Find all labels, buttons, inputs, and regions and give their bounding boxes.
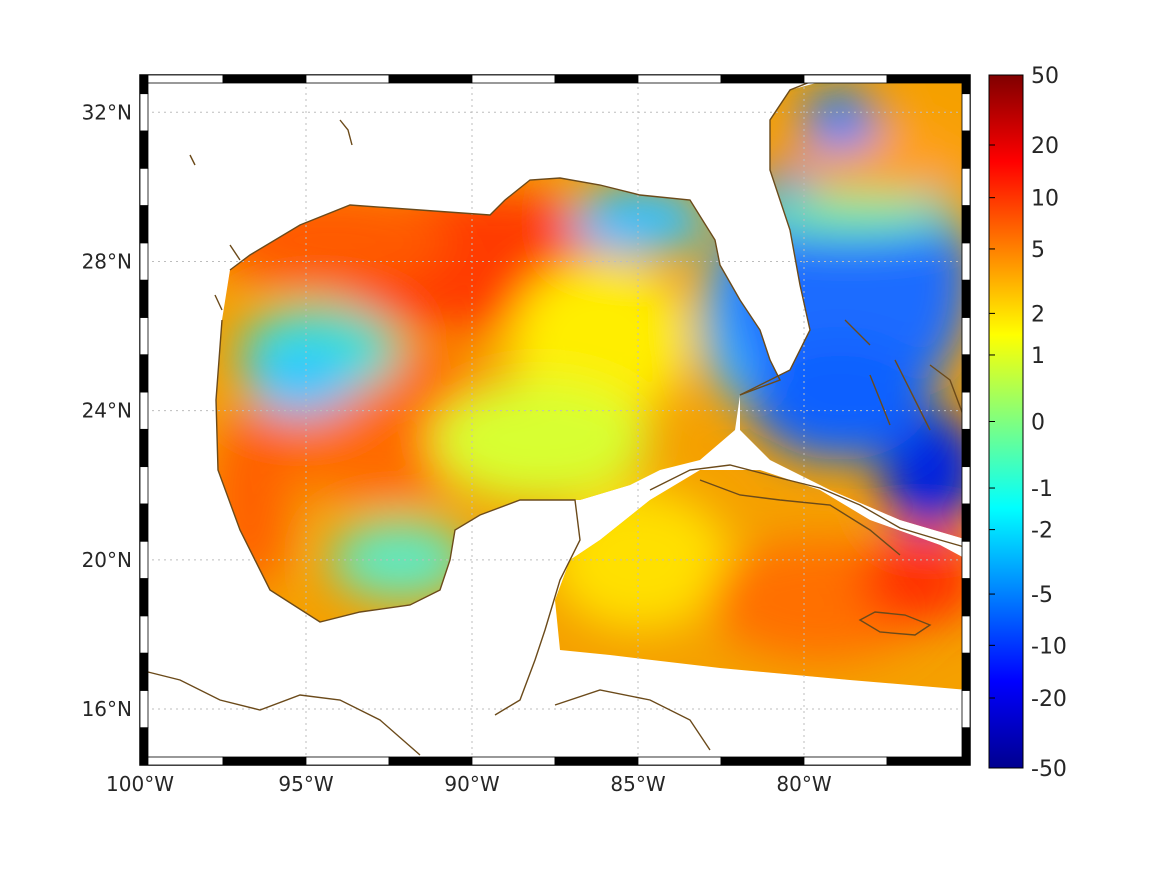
- y-tick-label: 32°N: [82, 100, 132, 124]
- frame-bar-right: [961, 690, 971, 729]
- frame-bar-bottom: [388, 756, 473, 766]
- y-tick-labels: 32°N 28°N 24°N 20°N 16°N: [82, 100, 132, 721]
- frame-bar-left: [139, 690, 149, 729]
- colorbar-label: -20: [1031, 687, 1067, 712]
- frame-bar-top: [471, 74, 556, 84]
- frame-bar-right: [961, 130, 971, 169]
- x-tick-label: 100°W: [106, 772, 174, 796]
- frame-bar-right: [961, 615, 971, 654]
- frame-bar-bottom: [886, 756, 971, 766]
- frame-bar-bottom: [139, 756, 224, 766]
- y-tick-label: 28°N: [82, 249, 132, 273]
- frame-bar-left: [139, 279, 149, 318]
- frame-bar-bottom: [803, 756, 888, 766]
- frame-bar-right: [961, 540, 971, 579]
- colorbar-label: -5: [1031, 583, 1053, 608]
- frame-bar-right: [961, 503, 971, 542]
- frame-bar-top: [554, 74, 639, 84]
- colorbar-label: 20: [1031, 134, 1059, 159]
- frame-bar-top: [388, 74, 473, 84]
- frame-bar-bottom: [471, 756, 556, 766]
- frame-bar-left: [139, 503, 149, 542]
- frame-bar-right: [961, 242, 971, 281]
- frame-bar-right: [961, 167, 971, 206]
- frame-bar-bottom: [554, 756, 639, 766]
- frame-bar-left: [139, 391, 149, 430]
- frame-bar-top: [803, 74, 888, 84]
- colorbar-label: 1: [1031, 344, 1045, 369]
- colorbar-label: 10: [1031, 187, 1059, 212]
- colorbar-label: 0: [1031, 411, 1045, 436]
- x-tick-labels: 100°W 95°W 90°W 85°W 80°W: [106, 772, 832, 796]
- colorbar-label: -2: [1031, 519, 1053, 544]
- colorbar-label: 5: [1031, 238, 1045, 263]
- colorbar-label: -1: [1031, 477, 1053, 502]
- frame-bar-top: [222, 74, 307, 84]
- frame-bar-right: [961, 74, 971, 95]
- frame-bar-bottom: [637, 756, 722, 766]
- frame-bar-right: [961, 354, 971, 393]
- y-tick-label: 24°N: [82, 399, 132, 423]
- frame-border-ticks: [139, 74, 971, 766]
- frame-bar-right: [961, 578, 971, 617]
- frame-bar-top: [305, 74, 390, 84]
- frame-bar-right: [961, 652, 971, 691]
- frame-bar-right: [961, 727, 971, 766]
- colorbar-label: -10: [1031, 634, 1067, 659]
- frame-bar-right: [961, 93, 971, 132]
- frame-bar-left: [139, 242, 149, 281]
- y-tick-label: 20°N: [82, 548, 132, 572]
- frame-bar-top: [886, 74, 971, 84]
- frame-bar-left: [139, 466, 149, 505]
- frame-bar-top: [637, 74, 722, 84]
- frame-bar-right: [961, 205, 971, 244]
- frame-bar-left: [139, 130, 149, 169]
- frame-bar-left: [139, 578, 149, 617]
- frame-bar-left: [139, 354, 149, 393]
- frame-bar-left: [139, 615, 149, 654]
- frame-bar-right: [961, 391, 971, 430]
- x-tick-label: 80°W: [776, 772, 831, 796]
- x-tick-label: 90°W: [444, 772, 499, 796]
- colorbar-label: -50: [1031, 757, 1067, 782]
- frame-bar-right: [961, 466, 971, 505]
- frame-bar-left: [139, 727, 149, 766]
- frame-bar-left: [139, 74, 149, 95]
- frame-bar-left: [139, 205, 149, 244]
- frame-bar-bottom: [720, 756, 805, 766]
- frame-bar-left: [139, 428, 149, 468]
- frame-bar-left: [139, 167, 149, 206]
- frame-bar-bottom: [305, 756, 390, 766]
- colorbar-label: 50: [1031, 64, 1059, 89]
- frame-bar-right: [961, 317, 971, 356]
- frame-bar-bottom: [222, 756, 307, 766]
- frame-bar-left: [139, 317, 149, 356]
- frame-bar-right: [961, 428, 971, 468]
- y-tick-label: 16°N: [82, 697, 132, 721]
- frame-bar-left: [139, 540, 149, 579]
- coastline: [139, 77, 969, 756]
- frame-bar-right: [961, 279, 971, 318]
- graticule-grid: [140, 75, 970, 765]
- frame-bar-top: [139, 74, 224, 84]
- x-tick-label: 95°W: [278, 772, 333, 796]
- x-tick-label: 85°W: [610, 772, 665, 796]
- frame-bar-left: [139, 652, 149, 691]
- frame-bar-left: [139, 93, 149, 132]
- colorbar-label: 2: [1031, 302, 1045, 327]
- frame-bar-top: [720, 74, 805, 84]
